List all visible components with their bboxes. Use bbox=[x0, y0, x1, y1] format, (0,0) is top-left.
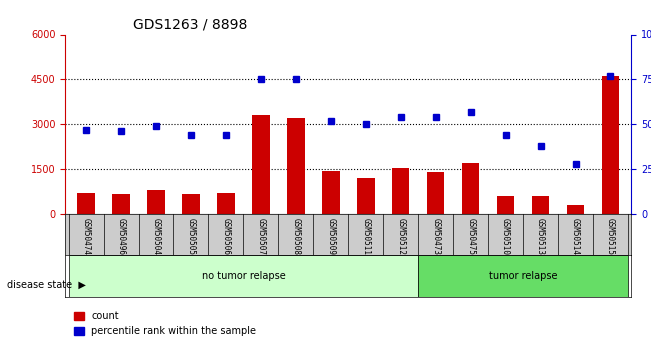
Bar bbox=[217, 193, 234, 214]
Bar bbox=[602, 76, 619, 214]
Text: GSM50509: GSM50509 bbox=[326, 218, 335, 255]
Text: GSM50515: GSM50515 bbox=[606, 218, 615, 255]
Text: GSM50511: GSM50511 bbox=[361, 218, 370, 255]
FancyBboxPatch shape bbox=[418, 255, 628, 297]
Bar bbox=[567, 205, 585, 214]
Bar bbox=[532, 196, 549, 214]
Bar bbox=[462, 163, 479, 214]
Text: GSM50507: GSM50507 bbox=[256, 218, 266, 255]
Bar bbox=[182, 195, 200, 214]
Bar bbox=[497, 196, 514, 214]
Text: GSM50510: GSM50510 bbox=[501, 218, 510, 255]
Bar bbox=[392, 168, 409, 214]
Text: GSM50508: GSM50508 bbox=[292, 218, 300, 255]
Legend: count, percentile rank within the sample: count, percentile rank within the sample bbox=[70, 307, 260, 340]
Text: GDS1263 / 8898: GDS1263 / 8898 bbox=[133, 18, 247, 32]
Text: GSM50474: GSM50474 bbox=[81, 218, 90, 255]
Bar bbox=[322, 170, 340, 214]
Bar bbox=[287, 118, 305, 214]
Text: no tumor relapse: no tumor relapse bbox=[202, 271, 285, 281]
Text: GSM50504: GSM50504 bbox=[152, 218, 161, 255]
Text: GSM50473: GSM50473 bbox=[431, 218, 440, 255]
Text: GSM50513: GSM50513 bbox=[536, 218, 545, 255]
Text: GSM50506: GSM50506 bbox=[221, 218, 230, 255]
Text: disease state  ▶: disease state ▶ bbox=[7, 280, 85, 289]
Bar bbox=[77, 193, 95, 214]
Text: GSM50512: GSM50512 bbox=[396, 218, 405, 255]
Text: GSM50514: GSM50514 bbox=[571, 218, 580, 255]
Bar bbox=[357, 178, 374, 214]
Text: GSM50505: GSM50505 bbox=[186, 218, 195, 255]
Bar bbox=[147, 190, 165, 214]
Text: GSM50475: GSM50475 bbox=[466, 218, 475, 255]
Bar bbox=[113, 195, 130, 214]
Bar bbox=[427, 172, 445, 214]
Bar bbox=[252, 115, 270, 214]
Text: tumor relapse: tumor relapse bbox=[489, 271, 557, 281]
FancyBboxPatch shape bbox=[68, 255, 418, 297]
Text: GSM50496: GSM50496 bbox=[117, 218, 126, 255]
